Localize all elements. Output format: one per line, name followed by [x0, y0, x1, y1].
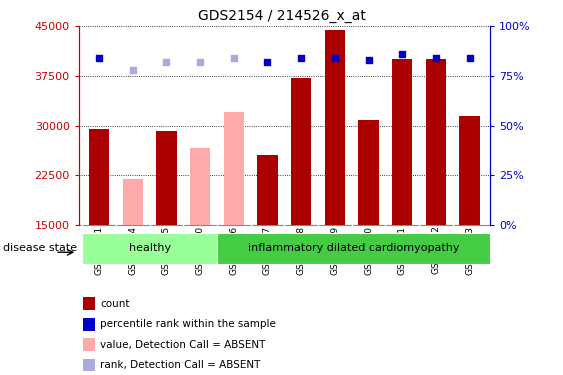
Bar	[224, 112, 244, 225]
Point	[195, 59, 204, 65]
Text: GSM94839: GSM94839	[330, 226, 339, 275]
Text: GDS2154 / 214526_x_at: GDS2154 / 214526_x_at	[198, 9, 365, 23]
Text: inflammatory dilated cardiomyopathy: inflammatory dilated cardiomyopathy	[248, 243, 459, 254]
Text: healthy: healthy	[128, 243, 171, 254]
Bar	[82, 232, 217, 264]
Bar	[325, 30, 345, 225]
Text: GSM94855: GSM94855	[162, 226, 171, 275]
Text: disease state: disease state	[3, 243, 77, 254]
Point	[263, 59, 272, 65]
Text: GSM94841: GSM94841	[397, 226, 406, 274]
Bar	[83, 297, 95, 310]
Bar	[257, 155, 278, 225]
Point	[330, 55, 339, 61]
Bar	[426, 59, 446, 225]
Bar	[83, 318, 95, 331]
Text: percentile rank within the sample: percentile rank within the sample	[100, 319, 276, 329]
Bar	[217, 232, 490, 264]
Bar	[291, 78, 311, 225]
Point	[465, 55, 474, 61]
Text: GSM94842: GSM94842	[431, 226, 440, 274]
Text: GSM94843: GSM94843	[465, 226, 474, 274]
Point	[431, 55, 440, 61]
Text: value, Detection Call = ABSENT: value, Detection Call = ABSENT	[100, 340, 266, 350]
Text: rank, Detection Call = ABSENT: rank, Detection Call = ABSENT	[100, 360, 261, 370]
Bar	[157, 131, 177, 225]
Bar	[83, 359, 95, 372]
Bar	[392, 59, 412, 225]
Point	[162, 59, 171, 65]
Bar	[89, 129, 109, 225]
Text: GSM94838: GSM94838	[297, 226, 306, 275]
Text: GSM94831: GSM94831	[95, 226, 104, 275]
Bar	[459, 116, 480, 225]
Point	[364, 57, 373, 63]
Text: GSM94854: GSM94854	[128, 226, 137, 274]
Bar	[123, 178, 143, 225]
Bar	[83, 338, 95, 351]
Point	[95, 55, 104, 61]
Bar	[190, 148, 210, 225]
Text: GSM94836: GSM94836	[229, 226, 238, 275]
Text: GSM94837: GSM94837	[263, 226, 272, 275]
Point	[397, 51, 406, 57]
Bar	[359, 120, 379, 225]
Text: GSM94870: GSM94870	[195, 226, 204, 275]
Text: GSM94840: GSM94840	[364, 226, 373, 274]
Point	[297, 55, 306, 61]
Text: count: count	[100, 298, 130, 309]
Point	[128, 67, 137, 73]
Point	[229, 55, 238, 61]
